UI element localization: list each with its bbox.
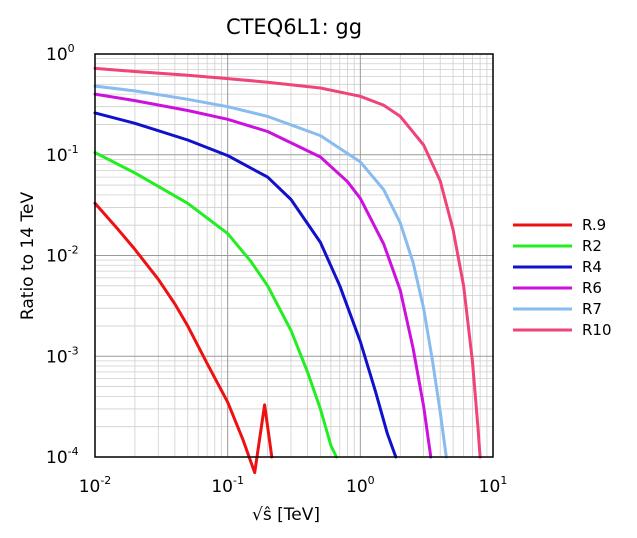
y-tick-base: 10	[46, 347, 68, 367]
x-tick-label: 101	[479, 474, 508, 497]
legend-label: R6	[582, 279, 602, 297]
legend-label: R7	[582, 300, 602, 318]
grid	[94, 53, 494, 458]
x-tick-label: 100	[346, 474, 375, 497]
y-tick-label: 100	[46, 42, 75, 65]
y-tick-label: 10-4	[46, 445, 79, 468]
series-group	[93, 66, 482, 475]
y-tick-label: 10-1	[46, 143, 79, 166]
series-line-r4	[93, 111, 398, 459]
legend-label: R10	[582, 321, 612, 339]
x-tick-base: 10	[79, 477, 101, 497]
x-tick-label: 10-2	[79, 474, 112, 497]
x-tick-base: 10	[346, 477, 368, 497]
y-axis-label: Ratio to 14 TeV	[18, 192, 38, 321]
series-line-r9	[93, 201, 274, 475]
x-tick-exponent: -2	[100, 474, 111, 487]
y-tick-base: 10	[46, 45, 68, 65]
chart-title: CTEQ6L1: gg	[226, 15, 362, 39]
y-tick-base: 10	[46, 146, 68, 166]
x-tick-exponent: -1	[233, 474, 244, 487]
y-tick-base: 10	[46, 448, 68, 468]
series-line-r7	[93, 84, 448, 459]
legend-label: R.9	[582, 216, 606, 234]
x-tick-base: 10	[479, 477, 501, 497]
y-tick-label: 10-2	[46, 244, 79, 267]
x-tick-base: 10	[211, 477, 233, 497]
x-tick-exponent: 0	[368, 474, 375, 487]
legend-label: R4	[582, 258, 602, 276]
legend: R.9 R2 R4 R6 R7 R10	[513, 216, 612, 339]
series-line-r6	[93, 92, 433, 459]
x-tick-label: 10-1	[211, 474, 244, 497]
series-line-r2	[93, 151, 338, 459]
y-tick-base: 10	[46, 247, 68, 267]
x-tick-exponent: 1	[500, 474, 507, 487]
plot-frame	[94, 53, 494, 458]
y-tick-exponent: -1	[68, 143, 79, 156]
y-tick-exponent: 0	[68, 42, 75, 55]
legend-label: R2	[582, 237, 602, 255]
y-tick-exponent: -4	[68, 445, 79, 458]
series-line-r10	[93, 66, 482, 459]
x-axis-ticks: 10-2 10-1 100 101	[79, 474, 508, 497]
y-tick-label: 10-3	[46, 344, 79, 367]
y-tick-exponent: -3	[68, 344, 79, 357]
y-tick-exponent: -2	[68, 244, 79, 257]
x-axis-label: √ŝ [TeV]	[252, 505, 320, 525]
